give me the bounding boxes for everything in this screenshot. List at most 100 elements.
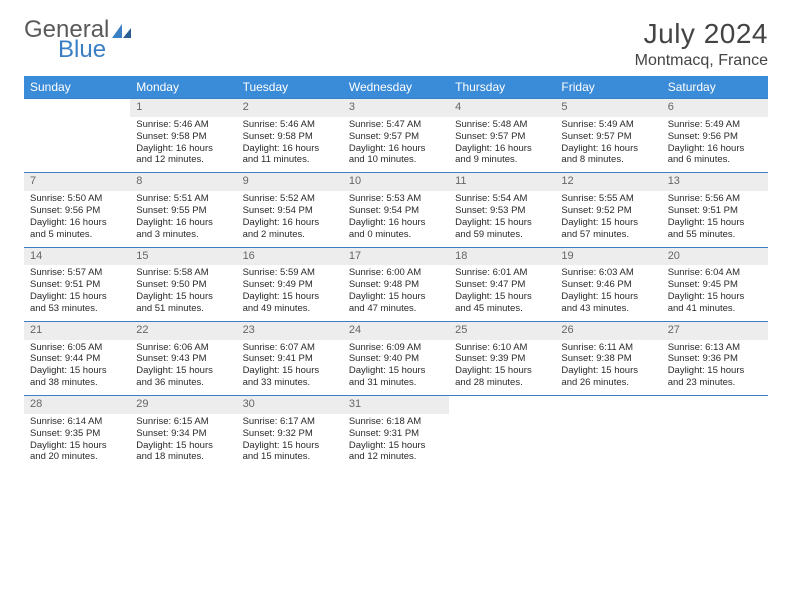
day-body: Sunrise: 6:04 AMSunset: 9:45 PMDaylight:… [662,265,768,321]
sunset-line: Sunset: 9:35 PM [30,428,124,440]
calendar-cell: 30Sunrise: 6:17 AMSunset: 9:32 PMDayligh… [237,396,343,470]
sunrise-line: Sunrise: 6:01 AM [455,267,549,279]
sunrise-line: Sunrise: 6:14 AM [30,416,124,428]
day-body: Sunrise: 5:51 AMSunset: 9:55 PMDaylight:… [130,191,236,247]
calendar-cell: 17Sunrise: 6:00 AMSunset: 9:48 PMDayligh… [343,247,449,321]
sunset-line: Sunset: 9:38 PM [561,353,655,365]
calendar-cell [555,396,661,470]
day-number: 9 [237,173,343,191]
day-number: 20 [662,248,768,266]
day-body: Sunrise: 5:55 AMSunset: 9:52 PMDaylight:… [555,191,661,247]
calendar-cell: 6Sunrise: 5:49 AMSunset: 9:56 PMDaylight… [662,99,768,173]
sunrise-line: Sunrise: 5:50 AM [30,193,124,205]
location: Montmacq, France [635,52,768,70]
calendar-row: 7Sunrise: 5:50 AMSunset: 9:56 PMDaylight… [24,173,768,247]
month-title: July 2024 [635,18,768,50]
sunrise-line: Sunrise: 6:15 AM [136,416,230,428]
daylight-line: Daylight: 16 hours and 8 minutes. [561,143,655,167]
daylight-line: Daylight: 15 hours and 38 minutes. [30,365,124,389]
sunset-line: Sunset: 9:58 PM [243,131,337,143]
sunrise-line: Sunrise: 5:56 AM [668,193,762,205]
daylight-line: Daylight: 16 hours and 9 minutes. [455,143,549,167]
daylight-line: Daylight: 15 hours and 43 minutes. [561,291,655,315]
sunrise-line: Sunrise: 6:13 AM [668,342,762,354]
sunset-line: Sunset: 9:50 PM [136,279,230,291]
sunrise-line: Sunrise: 6:17 AM [243,416,337,428]
daylight-line: Daylight: 15 hours and 23 minutes. [668,365,762,389]
day-body: Sunrise: 6:01 AMSunset: 9:47 PMDaylight:… [449,265,555,321]
daylight-line: Daylight: 15 hours and 36 minutes. [136,365,230,389]
day-number: 13 [662,173,768,191]
sunrise-line: Sunrise: 6:04 AM [668,267,762,279]
sunrise-line: Sunrise: 5:48 AM [455,119,549,131]
sunrise-line: Sunrise: 6:18 AM [349,416,443,428]
daylight-line: Daylight: 15 hours and 59 minutes. [455,217,549,241]
logo-word2: Blue [58,38,133,62]
day-body: Sunrise: 6:10 AMSunset: 9:39 PMDaylight:… [449,340,555,396]
day-number: 24 [343,322,449,340]
day-body: Sunrise: 6:09 AMSunset: 9:40 PMDaylight:… [343,340,449,396]
day-body: Sunrise: 5:56 AMSunset: 9:51 PMDaylight:… [662,191,768,247]
sunset-line: Sunset: 9:39 PM [455,353,549,365]
day-header: Tuesday [237,76,343,99]
day-body: Sunrise: 5:46 AMSunset: 9:58 PMDaylight:… [130,117,236,173]
day-body: Sunrise: 5:49 AMSunset: 9:56 PMDaylight:… [662,117,768,173]
day-header: Wednesday [343,76,449,99]
calendar-cell: 19Sunrise: 6:03 AMSunset: 9:46 PMDayligh… [555,247,661,321]
sunrise-line: Sunrise: 5:51 AM [136,193,230,205]
calendar-cell [449,396,555,470]
calendar-cell: 10Sunrise: 5:53 AMSunset: 9:54 PMDayligh… [343,173,449,247]
sunset-line: Sunset: 9:47 PM [455,279,549,291]
daylight-line: Daylight: 15 hours and 55 minutes. [668,217,762,241]
sunset-line: Sunset: 9:48 PM [349,279,443,291]
daylight-line: Daylight: 15 hours and 18 minutes. [136,440,230,464]
day-body: Sunrise: 6:03 AMSunset: 9:46 PMDaylight:… [555,265,661,321]
day-body: Sunrise: 5:57 AMSunset: 9:51 PMDaylight:… [24,265,130,321]
day-body: Sunrise: 5:53 AMSunset: 9:54 PMDaylight:… [343,191,449,247]
day-number: 28 [24,396,130,414]
day-number: 8 [130,173,236,191]
day-body: Sunrise: 5:47 AMSunset: 9:57 PMDaylight:… [343,117,449,173]
day-body: Sunrise: 6:05 AMSunset: 9:44 PMDaylight:… [24,340,130,396]
day-number: 25 [449,322,555,340]
sunrise-line: Sunrise: 6:05 AM [30,342,124,354]
calendar-cell: 2Sunrise: 5:46 AMSunset: 9:58 PMDaylight… [237,99,343,173]
calendar-cell: 23Sunrise: 6:07 AMSunset: 9:41 PMDayligh… [237,321,343,395]
daylight-line: Daylight: 16 hours and 10 minutes. [349,143,443,167]
logo: GeneralBlue [24,18,133,62]
day-number: 31 [343,396,449,414]
daylight-line: Daylight: 15 hours and 51 minutes. [136,291,230,315]
sunrise-line: Sunrise: 6:06 AM [136,342,230,354]
day-number: 30 [237,396,343,414]
sunset-line: Sunset: 9:56 PM [30,205,124,217]
calendar-table: SundayMondayTuesdayWednesdayThursdayFrid… [24,76,768,469]
daylight-line: Daylight: 15 hours and 57 minutes. [561,217,655,241]
daylight-line: Daylight: 15 hours and 20 minutes. [30,440,124,464]
calendar-cell: 18Sunrise: 6:01 AMSunset: 9:47 PMDayligh… [449,247,555,321]
logo-sail-icon [111,23,133,39]
day-number: 14 [24,248,130,266]
calendar-cell: 8Sunrise: 5:51 AMSunset: 9:55 PMDaylight… [130,173,236,247]
sunset-line: Sunset: 9:46 PM [561,279,655,291]
sunrise-line: Sunrise: 6:09 AM [349,342,443,354]
day-number: 5 [555,99,661,117]
header: GeneralBlue July 2024 Montmacq, France [24,18,768,70]
day-number: 11 [449,173,555,191]
calendar-cell: 24Sunrise: 6:09 AMSunset: 9:40 PMDayligh… [343,321,449,395]
day-body: Sunrise: 6:14 AMSunset: 9:35 PMDaylight:… [24,414,130,470]
title-block: July 2024 Montmacq, France [635,18,768,70]
day-number: 10 [343,173,449,191]
calendar-cell: 16Sunrise: 5:59 AMSunset: 9:49 PMDayligh… [237,247,343,321]
sunset-line: Sunset: 9:49 PM [243,279,337,291]
sunset-line: Sunset: 9:43 PM [136,353,230,365]
day-body: Sunrise: 5:54 AMSunset: 9:53 PMDaylight:… [449,191,555,247]
day-body: Sunrise: 6:07 AMSunset: 9:41 PMDaylight:… [237,340,343,396]
day-body: Sunrise: 6:18 AMSunset: 9:31 PMDaylight:… [343,414,449,470]
day-number: 29 [130,396,236,414]
daylight-line: Daylight: 15 hours and 41 minutes. [668,291,762,315]
day-header: Friday [555,76,661,99]
day-header: Sunday [24,76,130,99]
sunrise-line: Sunrise: 5:46 AM [243,119,337,131]
calendar-cell: 4Sunrise: 5:48 AMSunset: 9:57 PMDaylight… [449,99,555,173]
sunset-line: Sunset: 9:53 PM [455,205,549,217]
